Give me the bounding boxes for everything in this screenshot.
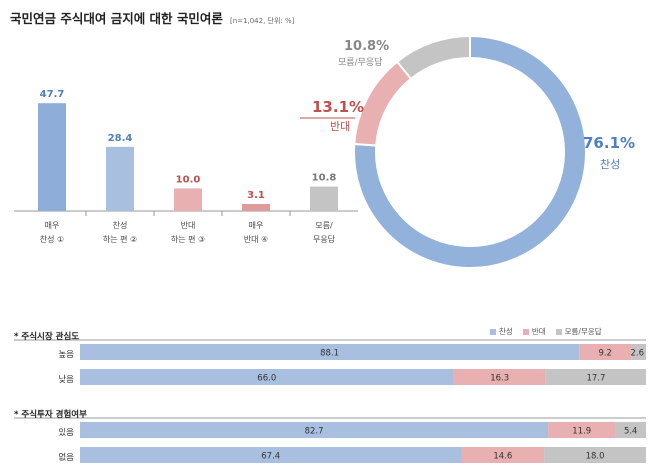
legend-label-1: 반대	[531, 327, 546, 336]
stacked-value-label-1-0-1: 11.9	[572, 427, 591, 437]
bar-category-label-2-0: 반대	[181, 221, 196, 230]
stacked-seg-1-0-0	[80, 422, 549, 438]
row-label-low-interest: 낮음	[58, 375, 74, 385]
stacked-seg-0-0-0	[80, 344, 580, 360]
stacked-legend: 찬성 반대 모름/무응답	[480, 326, 602, 337]
bar-category-label-4-0: 모름/	[315, 221, 333, 230]
bar-3	[242, 203, 270, 211]
stacked-value-label-1-1-0: 67.4	[261, 452, 280, 462]
donut-category-label-agree: 찬성	[600, 157, 620, 171]
bar-category-label-0-0: 매우	[45, 221, 60, 230]
bar-value-label-2: 10.0	[176, 174, 201, 185]
stacked-value-label-1-1-2: 18.0	[586, 452, 605, 462]
bar-value-label-0: 47.7	[40, 89, 65, 100]
bar-4	[310, 186, 338, 211]
legend-label-0: 찬성	[499, 327, 513, 336]
legend-item-0: 찬성	[490, 326, 513, 337]
stacked-seg-0-1-0	[80, 369, 454, 385]
stacked-seg-1-0-1	[548, 422, 616, 438]
chart-title-block: 국민연금 주식대여 금지에 대한 국민여론 [n=1,042, 단위: %]	[10, 8, 294, 27]
bar-category-label-3-1: 반대 ④	[244, 235, 268, 244]
legend-swatch-1	[522, 329, 529, 335]
bar-2	[174, 188, 202, 211]
stacked-seg-0-1-1	[453, 369, 546, 385]
row-label-high-interest: 높음	[58, 350, 74, 360]
bar-0	[38, 103, 66, 211]
legend-label-2: 모름/무응답	[564, 327, 602, 336]
stacked-value-label-0-1-1: 16.3	[490, 374, 509, 384]
donut-value-label-oppose: 13.1%	[312, 98, 364, 116]
bar-value-label-1: 28.4	[108, 133, 133, 144]
stacked-value-label-0-0-1: 9.2	[598, 349, 612, 359]
donut-slice-2	[395, 34, 471, 81]
bar-value-label-4: 10.8	[312, 173, 337, 184]
chart-title: 국민연금 주식대여 금지에 대한 국민여론	[10, 11, 223, 26]
stacked-value-label-1-0-0: 82.7	[305, 427, 324, 437]
bar-category-label-0-1: 찬성 ①	[40, 234, 64, 244]
stacked-value-label-0-0-2: 2.6	[630, 349, 644, 359]
legend-swatch-2	[555, 329, 562, 335]
stacked-seg-0-0-1	[579, 344, 632, 360]
bar-1	[106, 146, 134, 211]
donut-value-label-unknown: 10.8%	[344, 39, 389, 54]
section-title-experience: * 주식투자 경험여부	[14, 410, 87, 420]
stacked-seg-1-0-2	[615, 422, 646, 438]
donut-value-label-agree: 76.1%	[583, 134, 635, 152]
stacked-seg-0-0-2	[631, 344, 646, 360]
bar-category-label-2-1: 하는 편 ③	[171, 234, 205, 244]
bar-category-label-4-1: 무응답	[313, 234, 336, 244]
stacked-seg-1-1-0	[80, 447, 462, 463]
legend-item-2: 모름/무응답	[555, 326, 602, 337]
stacked-value-label-0-0-0: 88.1	[320, 349, 339, 359]
row-label-no-experience: 없음	[58, 453, 74, 463]
row-label-has-experience: 있음	[58, 428, 74, 438]
bar-category-label-3-0: 매우	[249, 221, 264, 230]
stacked-seg-1-1-2	[544, 447, 646, 463]
donut-category-label-oppose: 반대	[330, 120, 350, 133]
stacked-seg-1-1-1	[461, 447, 545, 463]
legend-swatch-0	[490, 329, 496, 335]
legend-item-1: 반대	[522, 326, 546, 337]
stacked-value-label-0-1-2: 17.7	[586, 374, 605, 384]
stacked-seg-0-1-2	[545, 369, 646, 385]
donut-slice-0	[353, 34, 587, 269]
section-title-interest: * 주식시장 관심도	[14, 332, 80, 342]
stacked-value-label-1-1-1: 14.6	[493, 452, 512, 462]
sample-size-note: [n=1,042, 단위: %]	[230, 17, 295, 25]
stacked-value-label-1-0-2: 5.4	[624, 427, 638, 437]
bar-category-label-1-0: 찬성	[113, 220, 128, 230]
donut-category-label-unknown: 모름/무응답	[338, 56, 382, 68]
bar-value-label-3: 3.1	[247, 190, 265, 201]
bar-category-label-1-1: 하는 편 ②	[103, 234, 137, 244]
stacked-value-label-0-1-0: 66.0	[257, 374, 276, 384]
